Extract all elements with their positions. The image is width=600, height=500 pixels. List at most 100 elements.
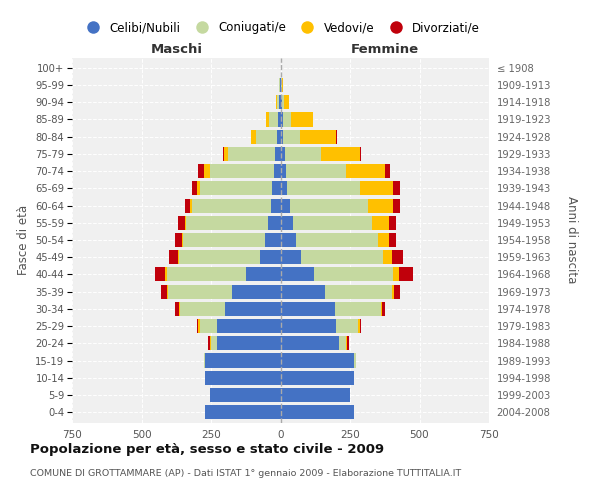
Bar: [251, 130, 256, 144]
Bar: [389, 216, 396, 230]
Bar: [281, 164, 286, 178]
Bar: [281, 112, 283, 126]
Bar: [182, 233, 183, 247]
Bar: [290, 198, 368, 212]
Bar: [197, 182, 200, 196]
Bar: [205, 370, 281, 385]
Bar: [283, 130, 300, 144]
Bar: [325, 284, 392, 298]
Bar: [281, 388, 350, 402]
Bar: [346, 164, 385, 178]
Bar: [268, 216, 281, 230]
Bar: [205, 354, 281, 368]
Bar: [360, 319, 361, 333]
Bar: [269, 112, 278, 126]
Bar: [199, 319, 200, 333]
Bar: [284, 95, 289, 110]
Bar: [204, 354, 205, 368]
Bar: [175, 302, 179, 316]
Bar: [347, 336, 349, 350]
Bar: [181, 302, 225, 316]
Bar: [284, 147, 321, 161]
Bar: [360, 182, 393, 196]
Bar: [197, 319, 199, 333]
Bar: [179, 302, 181, 316]
Bar: [208, 336, 209, 350]
Bar: [358, 319, 360, 333]
Bar: [200, 319, 217, 333]
Y-axis label: Anni di nascita: Anni di nascita: [565, 196, 578, 284]
Bar: [275, 147, 281, 161]
Bar: [286, 164, 346, 178]
Bar: [209, 336, 211, 350]
Bar: [360, 147, 361, 161]
Text: Maschi: Maschi: [150, 43, 202, 56]
Text: Femmine: Femmine: [350, 43, 419, 56]
Bar: [293, 216, 372, 230]
Bar: [394, 284, 400, 298]
Bar: [281, 319, 336, 333]
Bar: [161, 284, 167, 298]
Bar: [368, 198, 393, 212]
Bar: [272, 182, 281, 196]
Bar: [287, 182, 360, 196]
Bar: [204, 164, 209, 178]
Bar: [346, 336, 347, 350]
Bar: [178, 250, 179, 264]
Bar: [277, 130, 281, 144]
Bar: [336, 130, 337, 144]
Bar: [183, 233, 265, 247]
Bar: [278, 112, 281, 126]
Bar: [281, 250, 301, 264]
Bar: [232, 284, 281, 298]
Bar: [225, 302, 281, 316]
Bar: [186, 216, 268, 230]
Bar: [300, 130, 336, 144]
Bar: [393, 182, 400, 196]
Bar: [217, 319, 281, 333]
Bar: [385, 164, 391, 178]
Bar: [281, 147, 284, 161]
Bar: [260, 250, 281, 264]
Bar: [382, 302, 385, 316]
Bar: [378, 233, 389, 247]
Bar: [185, 198, 190, 212]
Bar: [168, 284, 232, 298]
Bar: [266, 112, 269, 126]
Bar: [280, 95, 281, 110]
Bar: [178, 216, 185, 230]
Bar: [281, 130, 283, 144]
Bar: [393, 268, 398, 281]
Text: Popolazione per età, sesso e stato civile - 2009: Popolazione per età, sesso e stato civil…: [30, 442, 384, 456]
Bar: [383, 250, 392, 264]
Legend: Celibi/Nubili, Coniugati/e, Vedovi/e, Divorziati/e: Celibi/Nubili, Coniugati/e, Vedovi/e, Di…: [81, 22, 480, 35]
Bar: [321, 147, 360, 161]
Bar: [281, 198, 290, 212]
Bar: [281, 370, 354, 385]
Bar: [398, 268, 413, 281]
Bar: [335, 302, 380, 316]
Bar: [281, 302, 335, 316]
Bar: [281, 78, 282, 92]
Bar: [393, 198, 400, 212]
Bar: [185, 216, 186, 230]
Bar: [296, 233, 378, 247]
Bar: [191, 182, 197, 196]
Bar: [190, 198, 191, 212]
Bar: [191, 198, 271, 212]
Bar: [256, 130, 277, 144]
Bar: [155, 268, 165, 281]
Bar: [281, 268, 314, 281]
Bar: [167, 284, 168, 298]
Y-axis label: Fasce di età: Fasce di età: [17, 205, 29, 275]
Bar: [281, 336, 339, 350]
Bar: [339, 336, 346, 350]
Bar: [336, 319, 358, 333]
Bar: [380, 302, 382, 316]
Bar: [175, 233, 182, 247]
Bar: [265, 233, 281, 247]
Bar: [228, 147, 275, 161]
Bar: [301, 250, 383, 264]
Bar: [290, 112, 313, 126]
Text: COMUNE DI GROTTAMMARE (AP) - Dati ISTAT 1° gennaio 2009 - Elaborazione TUTTITALI: COMUNE DI GROTTAMMARE (AP) - Dati ISTAT …: [30, 468, 461, 477]
